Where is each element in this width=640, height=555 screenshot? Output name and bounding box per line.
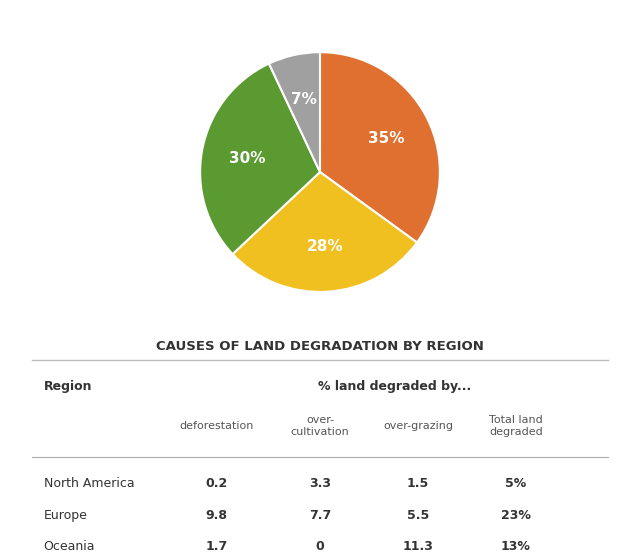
Text: 0: 0 xyxy=(316,539,324,553)
Text: over-grazing: over-grazing xyxy=(383,421,453,431)
Text: deforestation: deforestation xyxy=(179,421,253,431)
Text: 30%: 30% xyxy=(228,150,265,165)
Text: Oceania: Oceania xyxy=(44,539,95,553)
Wedge shape xyxy=(200,64,320,254)
Text: 13%: 13% xyxy=(501,539,531,553)
Text: North America: North America xyxy=(44,477,134,491)
Text: 28%: 28% xyxy=(307,239,343,254)
Text: Europe: Europe xyxy=(44,508,88,522)
Text: 0.2: 0.2 xyxy=(205,477,227,491)
Text: over-
cultivation: over- cultivation xyxy=(291,416,349,437)
Text: 5.5: 5.5 xyxy=(407,508,429,522)
Wedge shape xyxy=(232,172,417,292)
Text: 5%: 5% xyxy=(505,477,527,491)
Text: CAUSES OF LAND DEGRADATION BY REGION: CAUSES OF LAND DEGRADATION BY REGION xyxy=(156,340,484,352)
Text: 1.7: 1.7 xyxy=(205,539,227,553)
Wedge shape xyxy=(320,52,440,243)
Text: 1.5: 1.5 xyxy=(407,477,429,491)
Text: 9.8: 9.8 xyxy=(205,508,227,522)
Text: 23%: 23% xyxy=(501,508,531,522)
Text: 35%: 35% xyxy=(368,131,404,146)
Text: 11.3: 11.3 xyxy=(403,539,433,553)
Text: % land degraded by...: % land degraded by... xyxy=(318,380,472,393)
Text: 7%: 7% xyxy=(291,92,317,107)
Text: 7.7: 7.7 xyxy=(309,508,331,522)
Text: Region: Region xyxy=(44,380,92,393)
Wedge shape xyxy=(269,52,320,172)
Text: 3.3: 3.3 xyxy=(309,477,331,491)
Text: Total land
degraded: Total land degraded xyxy=(489,416,543,437)
